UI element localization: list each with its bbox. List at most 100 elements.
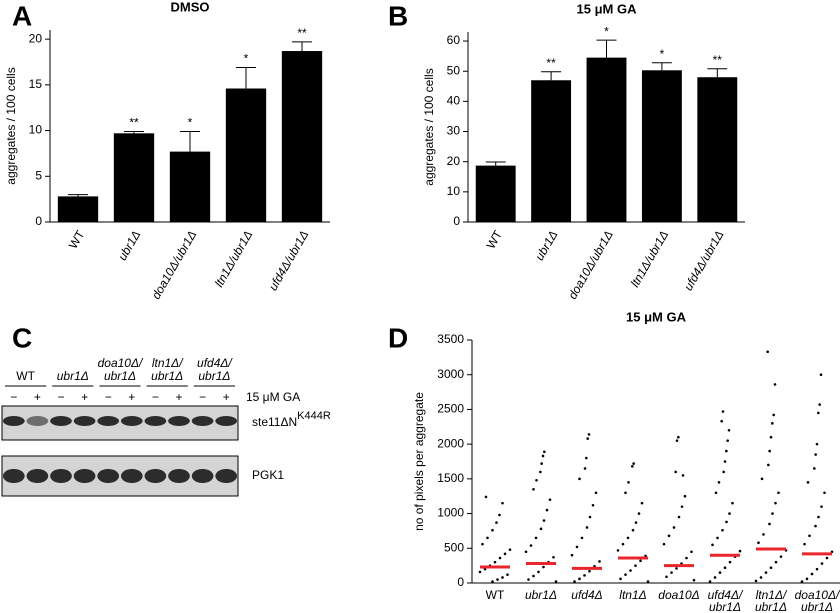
band-superscript: K444R	[297, 410, 331, 422]
data-point	[760, 477, 764, 481]
data-point	[817, 515, 820, 519]
data-point	[825, 556, 829, 560]
x-tick-label-line: ufd4Δ/	[708, 588, 744, 602]
data-point	[685, 556, 688, 560]
x-tick-label-line: ubr1Δ	[709, 600, 741, 613]
x-tick-label-line: WT	[486, 588, 505, 602]
data-point	[662, 542, 666, 546]
lane-label: +	[81, 390, 88, 404]
data-point	[545, 508, 549, 512]
band	[120, 469, 143, 483]
data-point	[583, 574, 586, 577]
y-tick-label: 5	[35, 168, 42, 182]
data-point	[768, 449, 771, 453]
x-tick-label-line: doa10Δ	[658, 588, 699, 602]
x-tick-label-line: ltn1Δ	[619, 588, 646, 602]
data-point	[805, 577, 809, 581]
x-tick-label: WT	[486, 588, 505, 602]
data-point	[534, 536, 538, 540]
data-point	[675, 567, 678, 570]
significance-label: *	[660, 47, 665, 61]
data-point	[570, 553, 574, 557]
data-point	[806, 481, 810, 484]
band	[73, 416, 96, 426]
data-point	[711, 543, 714, 547]
data-point	[543, 450, 546, 454]
data-point	[803, 542, 806, 546]
x-tick-label: ubr1Δ	[525, 588, 557, 602]
x-tick-label: WT	[484, 228, 506, 252]
y-tick-label: 2000	[437, 436, 464, 450]
band	[168, 469, 190, 483]
panel-label: B	[388, 0, 408, 31]
data-point	[491, 580, 494, 583]
x-tick-label-line: ubr1Δ	[525, 588, 557, 602]
data-point	[810, 572, 814, 576]
data-point	[823, 491, 826, 495]
data-point	[771, 512, 774, 515]
x-tick-label: ufd4Δ/ubr1Δ	[681, 228, 727, 293]
data-point	[726, 439, 729, 442]
data-point	[506, 573, 509, 576]
data-point	[820, 562, 824, 565]
significance-label: **	[297, 26, 307, 40]
x-tick-label-line: ufd4Δ	[571, 588, 602, 602]
data-point	[720, 419, 723, 423]
x-tick-label: ltn1Δ/ubr1Δ	[212, 228, 256, 289]
y-axis-label: aggregates / 100 cells	[422, 68, 436, 185]
data-point	[503, 552, 507, 556]
x-tick-label: ufd4Δ/ubr1Δ	[266, 228, 312, 293]
data-point	[815, 442, 819, 446]
lane-label: +	[175, 390, 182, 404]
lane-group-label: ubr1Δ	[198, 369, 230, 383]
data-point	[677, 435, 680, 439]
data-point	[819, 373, 823, 377]
chart-title: DMSO	[171, 0, 210, 14]
data-point	[481, 542, 484, 546]
data-point	[646, 580, 650, 583]
data-point	[670, 571, 673, 574]
data-point	[774, 501, 777, 505]
lane-group-label: ubr1Δ	[151, 369, 183, 383]
data-point	[818, 403, 821, 406]
lane-label: −	[10, 390, 17, 404]
significance-label: **	[713, 53, 723, 67]
band	[73, 469, 96, 483]
band	[191, 416, 214, 426]
data-point	[681, 474, 685, 477]
band	[2, 416, 25, 426]
data-point	[539, 470, 542, 474]
data-point	[578, 477, 581, 481]
data-point	[637, 512, 641, 515]
data-point	[817, 411, 820, 415]
band	[97, 416, 120, 426]
lane-group-label: ubr1Δ	[57, 369, 89, 383]
band	[26, 416, 49, 426]
data-point	[725, 449, 728, 453]
y-tick-label: 0	[457, 575, 464, 589]
y-tick-label: 30	[447, 124, 461, 138]
bar	[169, 151, 211, 222]
data-point	[585, 526, 589, 529]
data-point	[524, 550, 528, 554]
bar	[697, 77, 738, 222]
lane-group-label: WT	[16, 369, 35, 383]
data-point	[769, 435, 773, 439]
data-point	[768, 522, 771, 526]
data-point	[716, 536, 719, 540]
data-point	[537, 570, 540, 574]
data-point	[762, 533, 765, 536]
data-point	[721, 410, 725, 413]
band	[215, 469, 238, 483]
panel-label: D	[388, 322, 408, 353]
band	[50, 469, 72, 483]
data-point	[731, 501, 734, 505]
band-label: PGK1	[252, 468, 284, 482]
data-point	[713, 576, 717, 579]
data-point	[808, 534, 811, 538]
bar	[113, 133, 155, 222]
lane-label: −	[105, 390, 112, 404]
chart-title: 15 μM GA	[626, 309, 687, 324]
y-tick-label: 3500	[437, 332, 464, 346]
data-point	[632, 462, 635, 465]
